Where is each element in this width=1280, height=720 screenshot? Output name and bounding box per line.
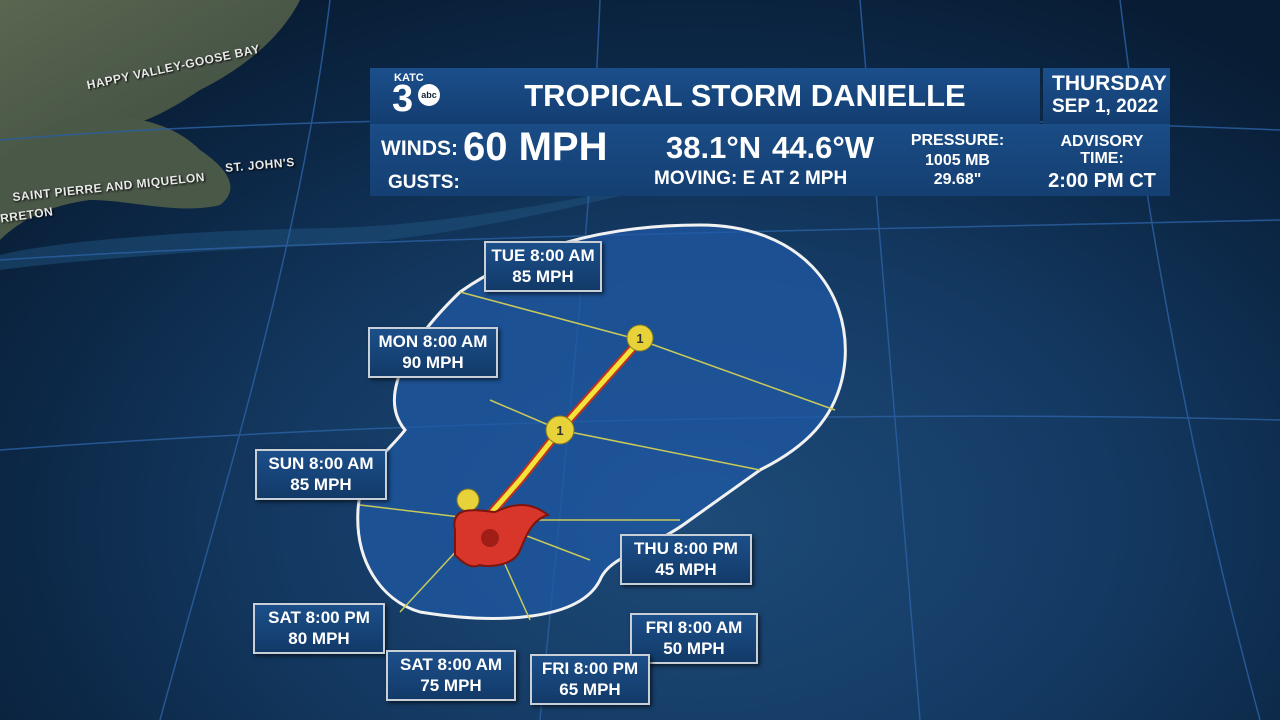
forecast-time: TUE 8:00 AM (491, 246, 595, 265)
forecast-time: SAT 8:00 PM (268, 608, 370, 627)
forecast-time: MON 8:00 AM (378, 332, 488, 351)
movement: MOVING: E AT 2 MPH (654, 168, 848, 189)
pressure-in: 29.68" (933, 171, 982, 188)
network-logo: abc (418, 84, 440, 106)
logo-text: KATC (394, 72, 424, 84)
forecast-time: SAT 8:00 AM (399, 655, 503, 674)
landmass (0, 116, 231, 240)
forecast-label: TUE 8:00 AM 85 MPH (484, 241, 602, 292)
logo-number: 3 (392, 78, 414, 120)
date: SEP 1, 2022 (1052, 96, 1159, 117)
winds-label: WINDS: (381, 137, 458, 160)
current-storm-icon (453, 504, 551, 568)
forecast-label: SAT 8:00 PM 80 MPH (253, 603, 385, 654)
forecast-label: THU 8:00 PM 45 MPH (620, 534, 752, 585)
forecast-label: FRI 8:00 AM 50 MPH (630, 613, 758, 664)
advisory-label: ADVISORY (1060, 133, 1144, 150)
storm-category: 1 (556, 423, 563, 438)
station-logo: KATC 3 abc (390, 72, 444, 120)
forecast-wind: 90 MPH (402, 353, 464, 372)
shelf (0, 190, 620, 270)
forecast-wind: 85 MPH (290, 475, 352, 494)
forecast-wind: 45 MPH (655, 560, 717, 579)
stats-bar (370, 124, 1170, 196)
forecast-label: SAT 8:00 AM 75 MPH (386, 650, 516, 701)
forecast-label: SUN 8:00 AM 85 MPH (255, 449, 387, 500)
current-storm-eye (481, 529, 499, 547)
date-box (1043, 68, 1170, 124)
forecast-wind: 80 MPH (288, 629, 350, 648)
pressure-label: PRESSURE: (910, 132, 1005, 149)
storm-icon (456, 488, 480, 512)
day: THURSDAY (1052, 72, 1167, 95)
forecast-label: MON 8:00 AM 90 MPH (368, 327, 498, 378)
header-bar (370, 68, 1040, 124)
gusts-label: GUSTS: (388, 172, 460, 193)
forecast-time: SUN 8:00 AM (268, 454, 374, 473)
storm-category: 1 (636, 331, 643, 346)
forecast-wind: 50 MPH (663, 639, 725, 658)
storm-icon (545, 415, 575, 445)
forecast-time: THU 8:00 PM (634, 539, 738, 558)
forecast-wind: 65 MPH (559, 680, 621, 699)
advisory-time: 2:00 PM CT (1048, 170, 1156, 192)
forecast-time: FRI 8:00 PM (541, 659, 639, 678)
advisory-label: TIME: (1080, 150, 1124, 167)
forecast-label: FRI 8:00 PM 65 MPH (530, 654, 650, 705)
longitude: 44.6°W (772, 130, 874, 165)
storm-icon (626, 324, 654, 352)
forecast-time: FRI 8:00 AM (645, 618, 743, 637)
winds-value: 60 MPH (463, 125, 608, 169)
title: TROPICAL STORM DANIELLE (524, 78, 966, 113)
latitude: 38.1°N (666, 130, 762, 165)
pressure-mb: 1005 MB (925, 152, 990, 169)
forecast-wind: 75 MPH (420, 676, 482, 695)
forecast-wind: 85 MPH (512, 267, 574, 286)
